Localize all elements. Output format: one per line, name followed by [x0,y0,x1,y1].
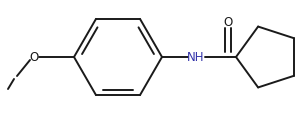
Text: O: O [29,51,38,64]
Text: NH: NH [187,51,205,64]
Text: O: O [223,15,233,28]
